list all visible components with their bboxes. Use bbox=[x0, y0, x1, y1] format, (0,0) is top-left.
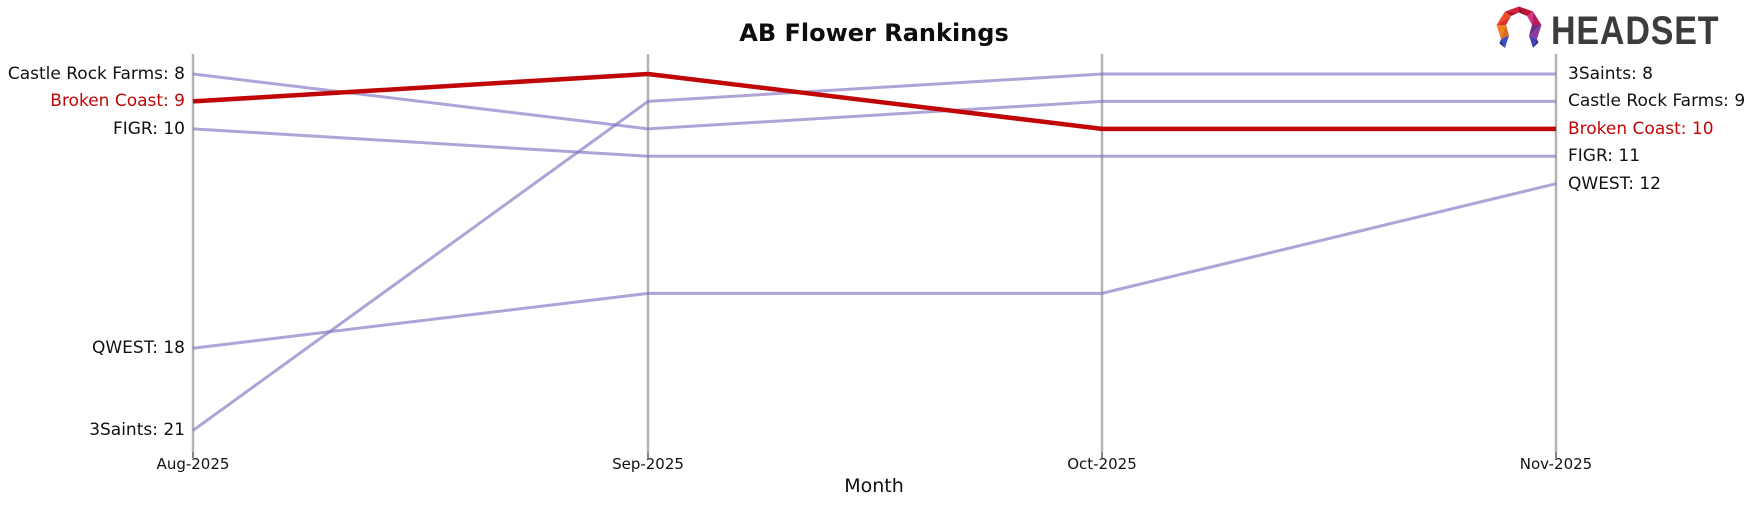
series-line bbox=[192, 127, 1556, 158]
right-series-label: FIGR: 11 bbox=[1568, 146, 1641, 167]
series-line bbox=[192, 71, 1556, 132]
left-series-label: Broken Coast: 9 bbox=[50, 91, 185, 112]
x-tick-label: Aug-2025 bbox=[156, 455, 230, 473]
right-series-label: Broken Coast: 10 bbox=[1568, 118, 1714, 139]
right-series-label: Castle Rock Farms: 9 bbox=[1568, 91, 1746, 112]
x-tick-label: Sep-2025 bbox=[612, 455, 684, 473]
left-series-label: Castle Rock Farms: 8 bbox=[7, 64, 185, 84]
right-series-label: QWEST: 12 bbox=[1568, 173, 1662, 194]
headset-logo: HEADSET bbox=[1494, 2, 1750, 54]
right-series-label: 3Saints: 8 bbox=[1568, 64, 1653, 84]
series-line bbox=[192, 182, 1557, 350]
x-axis-title: Month bbox=[844, 475, 904, 497]
left-series-label: FIGR: 10 bbox=[112, 118, 185, 139]
headset-logo-icon bbox=[1496, 6, 1542, 48]
x-tick-label: Oct-2025 bbox=[1067, 455, 1137, 473]
x-tick-label: Nov-2025 bbox=[1519, 455, 1593, 473]
chart-title: AB Flower Rankings bbox=[739, 19, 1009, 47]
series-line bbox=[192, 72, 1556, 432]
left-series-label: 3Saints: 21 bbox=[89, 420, 185, 441]
series-line bbox=[192, 72, 1556, 131]
headset-logo-text: HEADSET bbox=[1551, 9, 1720, 53]
left-series-label: QWEST: 18 bbox=[91, 338, 185, 359]
